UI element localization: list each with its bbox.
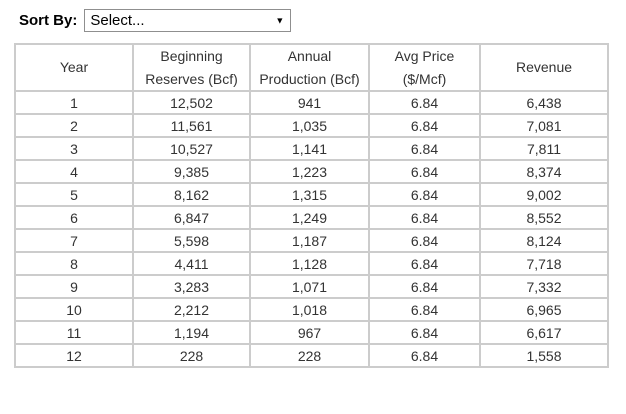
table-cell: 8,374 <box>480 160 608 183</box>
table-cell: 8,552 <box>480 206 608 229</box>
table-cell: 6.84 <box>369 91 480 114</box>
table-cell: 10 <box>15 298 133 321</box>
table-cell: 7,811 <box>480 137 608 160</box>
table-cell: 3 <box>15 137 133 160</box>
table-cell: 6,617 <box>480 321 608 344</box>
table-cell: 6.84 <box>369 321 480 344</box>
table-row: 11 1,194 967 6.84 6,617 <box>15 321 608 344</box>
table-cell: 228 <box>250 344 369 367</box>
table-cell: 1 <box>15 91 133 114</box>
table-cell: 3,283 <box>133 275 250 298</box>
table-cell: 1,194 <box>133 321 250 344</box>
table-cell: 9,385 <box>133 160 250 183</box>
sort-by-label: Sort By: <box>19 12 78 29</box>
sort-controls: Sort By: Select... ▼ <box>19 9 626 32</box>
reserves-production-table: Year Beginning Reserves (Bcf) Annual Produ… <box>14 43 609 368</box>
table-row: 4 9,385 1,223 6.84 8,374 <box>15 160 608 183</box>
table-cell: 1,141 <box>250 137 369 160</box>
table-cell: 6.84 <box>369 275 480 298</box>
table-cell: 6,965 <box>480 298 608 321</box>
table-cell: 4 <box>15 160 133 183</box>
table-cell: 7 <box>15 229 133 252</box>
table-row: 1 12,502 941 6.84 6,438 <box>15 91 608 114</box>
table-cell: 6.84 <box>369 114 480 137</box>
table-cell: 7,081 <box>480 114 608 137</box>
column-header: Beginning Reserves (Bcf) <box>133 44 250 91</box>
table-cell: 12,502 <box>133 91 250 114</box>
table-row: 5 8,162 1,315 6.84 9,002 <box>15 183 608 206</box>
table-row: 6 6,847 1,249 6.84 8,552 <box>15 206 608 229</box>
table-cell: 6.84 <box>369 229 480 252</box>
table-row: 8 4,411 1,128 6.84 7,718 <box>15 252 608 275</box>
table-row: 2 11,561 1,035 6.84 7,081 <box>15 114 608 137</box>
table-cell: 11,561 <box>133 114 250 137</box>
table-cell: 1,315 <box>250 183 369 206</box>
table-cell: 228 <box>133 344 250 367</box>
table-body: 1 12,502 941 6.84 6,438 2 11,561 1,035 6.84 7,081… <box>15 91 608 367</box>
column-header: Year <box>15 44 133 91</box>
table-cell: 1,018 <box>250 298 369 321</box>
table-cell: 1,558 <box>480 344 608 367</box>
column-header: Avg Price ($/Mcf) <box>369 44 480 91</box>
table-cell: 1,071 <box>250 275 369 298</box>
table-cell: 6.84 <box>369 344 480 367</box>
sort-by-select-wrap: Select... ▼ <box>84 9 292 32</box>
table-cell: 9 <box>15 275 133 298</box>
table-cell: 10,527 <box>133 137 250 160</box>
table-cell: 6.84 <box>369 298 480 321</box>
table-cell: 967 <box>250 321 369 344</box>
table-cell: 6.84 <box>369 183 480 206</box>
table-cell: 5,598 <box>133 229 250 252</box>
table-row: 9 3,283 1,071 6.84 7,332 <box>15 275 608 298</box>
table-row: 12 228 228 6.84 1,558 <box>15 344 608 367</box>
column-header: Annual Production (Bcf) <box>250 44 369 91</box>
header-row: Year Beginning Reserves (Bcf) Annual Produ… <box>15 44 608 91</box>
table-cell: 7,718 <box>480 252 608 275</box>
page: Sort By: Select... ▼ Year Beginning Reser… <box>14 9 626 368</box>
table-cell: 6.84 <box>369 160 480 183</box>
sort-by-select[interactable]: Select... <box>84 9 292 32</box>
table-cell: 2,212 <box>133 298 250 321</box>
table-row: 3 10,527 1,141 6.84 7,811 <box>15 137 608 160</box>
table-cell: 8 <box>15 252 133 275</box>
table-row: 10 2,212 1,018 6.84 6,965 <box>15 298 608 321</box>
table-cell: 9,002 <box>480 183 608 206</box>
table-cell: 1,128 <box>250 252 369 275</box>
table-cell: 1,035 <box>250 114 369 137</box>
table-cell: 8,124 <box>480 229 608 252</box>
table-cell: 941 <box>250 91 369 114</box>
table-cell: 6,438 <box>480 91 608 114</box>
table-cell: 8,162 <box>133 183 250 206</box>
table-cell: 11 <box>15 321 133 344</box>
table-cell: 7,332 <box>480 275 608 298</box>
table-row: 7 5,598 1,187 6.84 8,124 <box>15 229 608 252</box>
table-cell: 1,187 <box>250 229 369 252</box>
table-cell: 1,223 <box>250 160 369 183</box>
table-cell: 2 <box>15 114 133 137</box>
table-cell: 6.84 <box>369 137 480 160</box>
table-cell: 4,411 <box>133 252 250 275</box>
table-cell: 5 <box>15 183 133 206</box>
table-cell: 12 <box>15 344 133 367</box>
table-cell: 1,249 <box>250 206 369 229</box>
table-cell: 6,847 <box>133 206 250 229</box>
column-header: Revenue <box>480 44 608 91</box>
table-cell: 6.84 <box>369 252 480 275</box>
table-cell: 6 <box>15 206 133 229</box>
table-header: Year Beginning Reserves (Bcf) Annual Produ… <box>15 44 608 91</box>
table-cell: 6.84 <box>369 206 480 229</box>
